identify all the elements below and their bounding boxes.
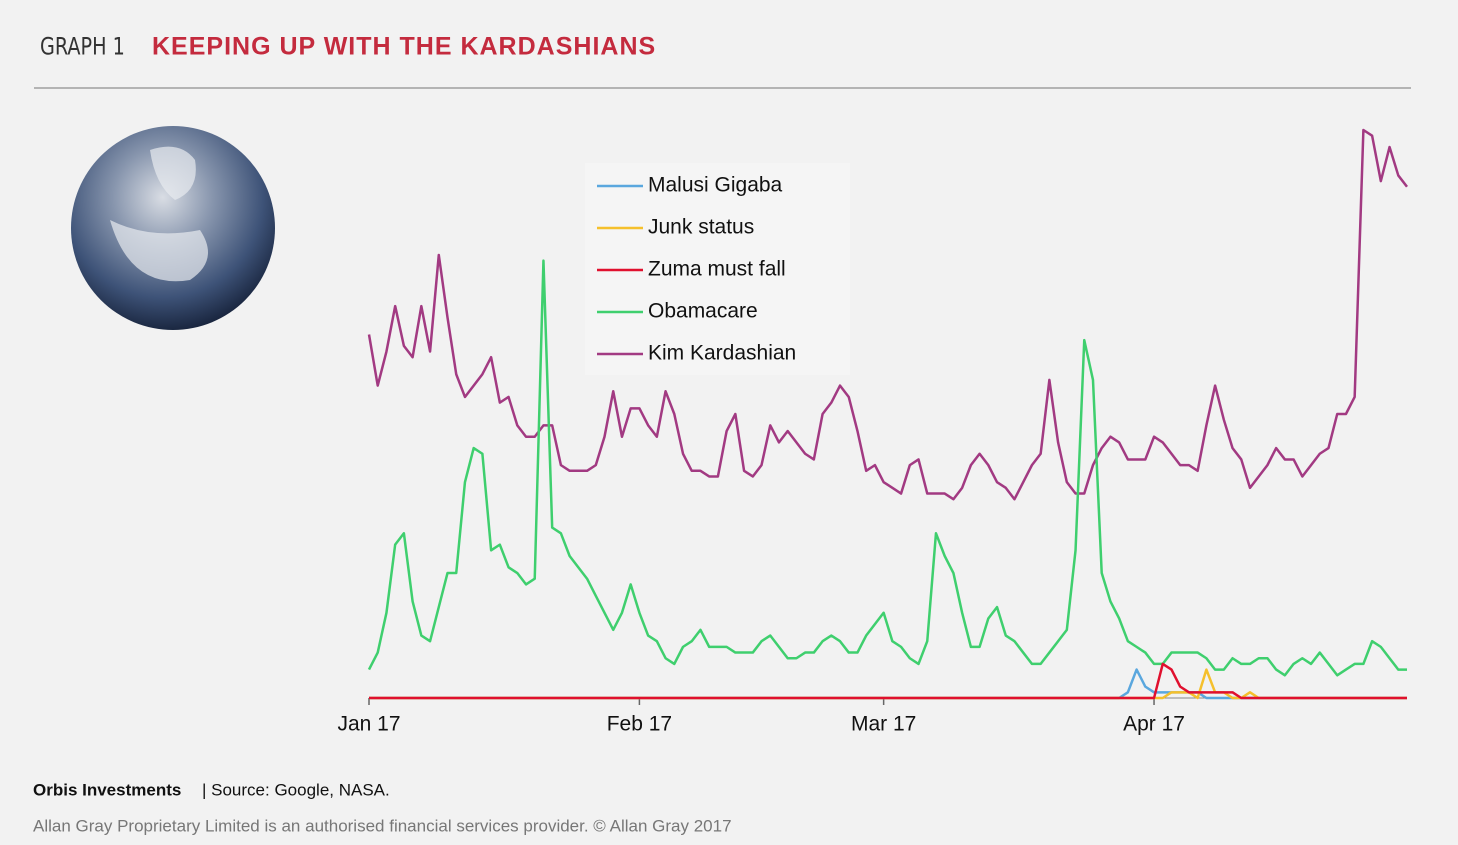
x-tick-label: Jan 17 bbox=[337, 713, 400, 736]
footer-disclaimer: Allan Gray Proprietary Limited is an aut… bbox=[33, 816, 732, 835]
legend-label: Junk status bbox=[648, 216, 754, 239]
graph-label: GRAPH 1 bbox=[40, 34, 125, 62]
x-tick-label: Apr 17 bbox=[1123, 713, 1185, 736]
legend-label: Obamacare bbox=[648, 300, 758, 323]
earth-image bbox=[71, 126, 275, 330]
footer-source-org: Orbis Investments bbox=[33, 780, 181, 799]
footer-source: | Source: Google, NASA. bbox=[202, 780, 390, 799]
x-tick-label: Feb 17 bbox=[607, 713, 672, 736]
legend-label: Zuma must fall bbox=[648, 258, 786, 281]
series-line bbox=[367, 128, 1408, 501]
earth-clouds bbox=[110, 146, 208, 282]
series-line bbox=[367, 259, 1407, 677]
graph-title: KEEPING UP WITH THE KARDASHIANS bbox=[152, 33, 656, 61]
legend-label: Kim Kardashian bbox=[648, 342, 796, 365]
legend-label: Malusi Gigaba bbox=[648, 174, 783, 197]
plot-area: Jan 17 Feb 17 Mar 17 Apr 17 Malusi Gigaba Jun… bbox=[337, 128, 1408, 736]
x-tick-label: Mar 17 bbox=[851, 713, 916, 736]
series-line bbox=[369, 662, 1407, 700]
